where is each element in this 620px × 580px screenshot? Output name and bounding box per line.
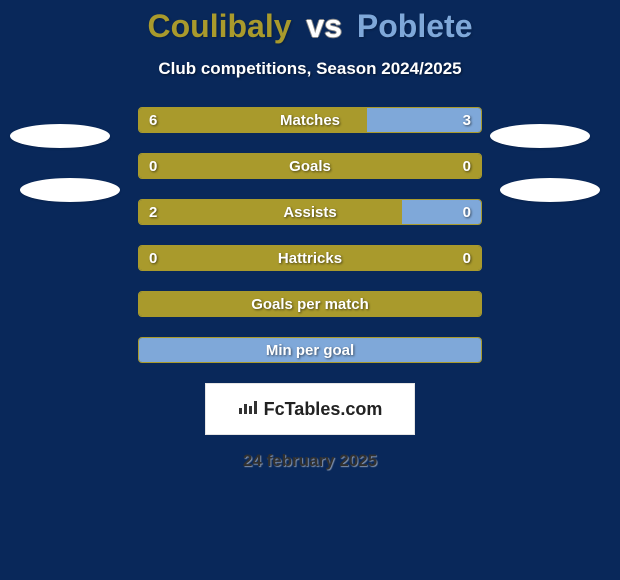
player1-name: Coulibaly <box>148 8 292 44</box>
stat-value-left: 0 <box>149 154 157 178</box>
decorative-ellipse <box>20 178 120 202</box>
stat-row: Matches6 3 <box>138 107 482 133</box>
stat-label: Hattricks <box>139 246 481 270</box>
stat-row: Min per goal <box>138 337 482 363</box>
stat-value-right: 0 <box>463 154 471 178</box>
stats-group: Matches63Goals00Assists20Hattricks00Goal… <box>138 107 482 363</box>
stat-value-left: 0 <box>149 246 157 270</box>
footer-logo: FcTables.com <box>205 383 415 435</box>
footer-logo-text: FcTables.com <box>264 399 383 420</box>
stat-label: Matches <box>139 108 481 132</box>
decorative-ellipse <box>500 178 600 202</box>
stat-row: Goals0 0 <box>138 153 482 179</box>
date-label: 24 february 2025 <box>0 451 620 471</box>
chart-icon <box>238 399 258 420</box>
stat-value-left: 6 <box>149 108 157 132</box>
comparison-infographic: Coulibaly vs Poblete Club competitions, … <box>0 0 620 580</box>
decorative-ellipse <box>10 124 110 148</box>
stat-value-right: 3 <box>463 108 471 132</box>
stat-label: Min per goal <box>139 338 481 362</box>
stat-label: Goals <box>139 154 481 178</box>
stat-row: Assists2 0 <box>138 199 482 225</box>
vs-label: vs <box>306 8 342 44</box>
stat-row: Hattricks0 0 <box>138 245 482 271</box>
player2-name: Poblete <box>357 8 473 44</box>
decorative-ellipse <box>490 124 590 148</box>
stat-label: Assists <box>139 200 481 224</box>
stat-label: Goals per match <box>139 292 481 316</box>
stat-value-right: 0 <box>463 200 471 224</box>
title: Coulibaly vs Poblete <box>0 8 620 45</box>
stat-value-left: 2 <box>149 200 157 224</box>
subtitle: Club competitions, Season 2024/2025 <box>0 59 620 79</box>
stat-value-right: 0 <box>463 246 471 270</box>
stat-row: Goals per match <box>138 291 482 317</box>
